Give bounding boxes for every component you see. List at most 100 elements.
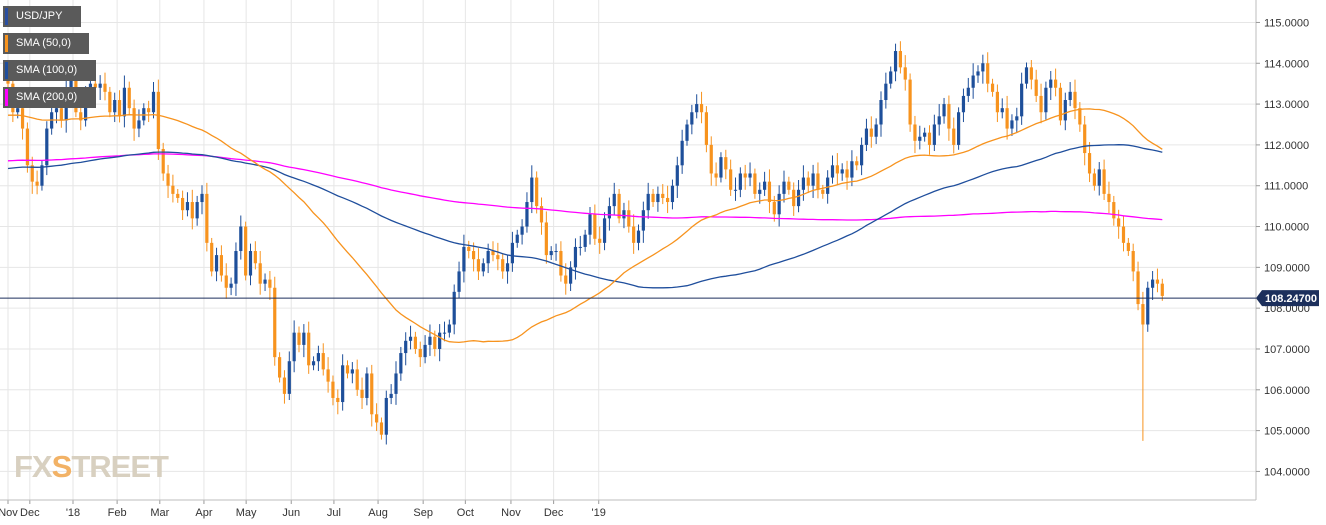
candle-body xyxy=(743,173,747,178)
candle xyxy=(239,215,243,260)
candle-body xyxy=(292,332,296,362)
candle-body xyxy=(1146,287,1150,325)
candle xyxy=(651,188,655,207)
candle-body xyxy=(161,148,165,174)
candle xyxy=(898,41,902,74)
candle-body xyxy=(472,251,476,260)
candle xyxy=(864,118,869,152)
x-tick-label: '19 xyxy=(592,507,606,519)
legend-usdjpy[interactable]: USD/JPY xyxy=(3,6,81,27)
candle xyxy=(1054,68,1058,97)
candle-body xyxy=(903,67,907,80)
candle-body xyxy=(719,157,723,178)
candle-body xyxy=(316,353,320,362)
candle-body xyxy=(617,193,621,219)
sma-200-line xyxy=(7,153,1163,221)
fxstreet-logo: FXSTREET xyxy=(14,449,169,485)
candle-body xyxy=(583,234,587,247)
y-tick-label: 107.0000 xyxy=(1264,344,1310,356)
candle-body xyxy=(971,75,975,88)
candle xyxy=(481,258,485,277)
candle-body xyxy=(69,75,73,88)
candle xyxy=(1146,281,1150,332)
candle xyxy=(229,277,233,296)
candle-body xyxy=(530,177,534,203)
candle-body xyxy=(1151,279,1155,288)
candle xyxy=(539,197,544,235)
candle-body xyxy=(1126,242,1130,252)
candle-body xyxy=(806,177,810,186)
candle-body xyxy=(927,132,932,145)
legend-sma100[interactable]: SMA (100,0) xyxy=(3,60,96,81)
legend-sma50[interactable]: SMA (50,0) xyxy=(3,33,89,54)
candle xyxy=(185,192,190,217)
candle xyxy=(273,276,277,366)
candle xyxy=(709,136,713,186)
candle-body xyxy=(535,177,539,207)
candle xyxy=(447,319,451,338)
candle-body xyxy=(1112,202,1116,219)
candle-body xyxy=(622,210,626,219)
legend-swatch-sma200 xyxy=(5,89,8,106)
candle-body xyxy=(263,279,267,284)
candle xyxy=(365,367,369,406)
candle-body xyxy=(515,234,519,243)
candle xyxy=(704,106,708,153)
candle xyxy=(147,100,151,123)
candle-body xyxy=(801,177,805,190)
candle xyxy=(1112,195,1116,226)
candle-body xyxy=(787,181,791,190)
candle-body xyxy=(117,100,122,117)
candle xyxy=(117,90,122,123)
candle-body xyxy=(467,246,471,252)
candle xyxy=(278,352,282,383)
candle xyxy=(302,324,306,358)
candle xyxy=(656,186,660,212)
candle xyxy=(127,81,131,116)
candle-body xyxy=(1039,95,1043,113)
candle xyxy=(530,165,534,214)
candle-body xyxy=(1034,79,1038,96)
candle xyxy=(428,324,432,356)
candle xyxy=(777,185,781,227)
candle xyxy=(408,325,413,350)
candle xyxy=(1010,114,1014,136)
candle xyxy=(331,375,335,406)
candle xyxy=(918,125,922,150)
candle xyxy=(181,190,185,220)
candle xyxy=(753,168,757,199)
current-price-badge xyxy=(1256,290,1319,307)
candle-body xyxy=(753,173,757,194)
legend-sma200[interactable]: SMA (200,0) xyxy=(3,87,96,108)
candle xyxy=(743,164,747,190)
candle xyxy=(1044,81,1048,120)
candle-body xyxy=(59,108,63,121)
candle xyxy=(995,84,999,123)
candle xyxy=(598,226,602,254)
candle xyxy=(413,331,417,354)
candle xyxy=(399,346,403,381)
candle-body xyxy=(641,210,645,231)
y-tick-label: 111.0000 xyxy=(1264,181,1308,193)
candle-body xyxy=(782,181,786,194)
current-price-marker: 108.24700 xyxy=(1256,290,1319,307)
candle xyxy=(79,104,83,131)
candle xyxy=(166,164,170,198)
candle-body xyxy=(166,173,170,186)
candle-body xyxy=(350,369,354,374)
candle-body xyxy=(258,263,262,284)
candle-body xyxy=(268,279,272,288)
candle xyxy=(729,159,733,196)
candle xyxy=(25,122,29,173)
candle xyxy=(161,142,165,181)
y-tick-label: 106.0000 xyxy=(1264,385,1310,397)
candle-body xyxy=(510,242,514,264)
candle xyxy=(927,125,932,155)
candle-body xyxy=(282,377,287,394)
candle-body xyxy=(942,104,946,117)
candle-body xyxy=(151,91,156,113)
candle xyxy=(564,263,568,295)
legend-label-sma100: SMA (100,0) xyxy=(16,64,78,76)
candle xyxy=(811,164,815,198)
